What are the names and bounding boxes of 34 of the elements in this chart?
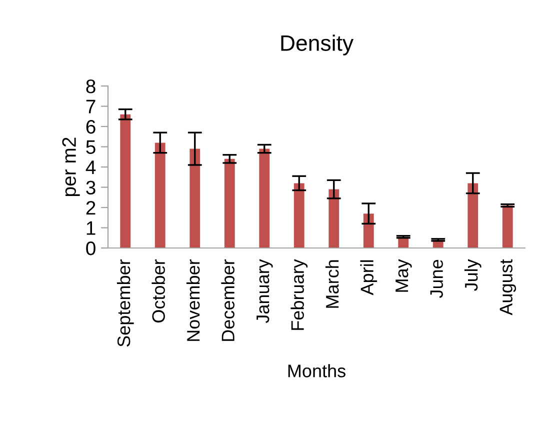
bar: [120, 114, 131, 248]
bar: [363, 214, 374, 248]
bar: [224, 158, 235, 248]
x-tick-label: April: [360, 260, 378, 296]
y-tick-label: 8: [86, 79, 96, 94]
x-tick-label: February: [290, 259, 308, 330]
x-tick-label: October: [152, 259, 165, 322]
y-tick-label: 3: [86, 180, 96, 194]
bar: [502, 205, 513, 248]
x-tick-label: June: [430, 260, 443, 298]
x-tick-label: May: [396, 259, 412, 292]
x-tick-label: December: [221, 259, 234, 341]
bar: [154, 142, 166, 248]
bar: [468, 183, 478, 248]
bar: [190, 148, 200, 248]
x-axis-title: Months: [288, 364, 346, 378]
y-tick-label: 0: [86, 241, 96, 256]
x-tick-label: September: [116, 259, 134, 347]
y-tick-label: 7: [86, 100, 96, 114]
chart-title: Density: [281, 34, 354, 56]
y-tick-label: 6: [86, 120, 96, 134]
x-tick-label: July: [464, 259, 482, 291]
y-tick-label: 4: [86, 160, 96, 174]
y-axis-title: per m2: [62, 138, 80, 196]
x-tick-label: March: [325, 260, 339, 308]
bar: [294, 183, 304, 248]
bar: [259, 148, 270, 248]
bar: [328, 189, 340, 248]
x-tick-label: November: [186, 259, 200, 341]
y-tick-label: 5: [86, 140, 96, 154]
y-tick-label: 1: [86, 221, 96, 235]
x-tick-label: August: [500, 259, 516, 316]
y-tick-label: 2: [86, 200, 96, 215]
x-tick-label: January: [256, 259, 273, 324]
